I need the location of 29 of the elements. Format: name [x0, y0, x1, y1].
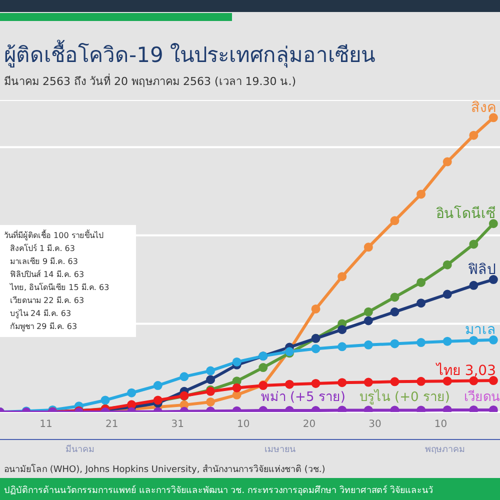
annotation: เวียดน — [464, 390, 500, 405]
annotation: ไทย, อินโดนีเซีย 15 มี.ค. 63 — [10, 283, 110, 292]
text: อนามัยโลก (WHO), Johns Hopkins University, สำนักงานการวิจัยแห่งชาติ (วช.) — [4, 465, 326, 475]
x-tick-label: 10 — [434, 419, 448, 430]
annotation: บรูไน (+0 ราย) — [359, 390, 450, 405]
annotation: เวียดนาม 22 มี.ค. 63 — [10, 296, 84, 305]
annotation: มาเลเซีย 9 มี.ค. 63 — [10, 257, 78, 266]
annotation: กัมพูชา 29 มี.ค. 63 — [10, 322, 78, 331]
annotation: สิงคโปร์ 1 มี.ค. 63 — [10, 244, 75, 253]
text: พฤษภาคม — [425, 445, 465, 455]
x-tick-label: 30 — [368, 419, 382, 430]
text: ปฏิบัติการด้านนวัตกรรมการแพทย์ และการวิจัยและพัฒนา วช. กระทรวงการอุดมศึกษา วิทยาศาสตร์ วิจัยและนวั — [4, 486, 434, 496]
annotation: บรูไน 24 มี.ค. 63 — [10, 309, 72, 318]
annotation: วันที่มีผู้ติดเชื้อ 100 รายขึ้นไป — [4, 231, 104, 240]
series-label: พม่า (+5 ราย) — [260, 390, 346, 405]
x-tick-label: 20 — [302, 419, 316, 430]
series-label: อินโดนีเซี — [436, 206, 496, 222]
series-label: ไทย 3,03 — [436, 362, 496, 378]
series-label: สิงค — [471, 100, 496, 116]
chart-subtitle: มีนาคม 2563 ถึง วันที่ 20 พฤษภาคม 2563 (เวลา 19.30 น.) — [4, 75, 296, 88]
x-tick-label: 21 — [105, 419, 118, 430]
x-tick-label: 11 — [40, 419, 52, 430]
x-tick-label: 10 — [237, 419, 250, 430]
x-tick-label: 31 — [171, 419, 184, 430]
text: เมษายน — [264, 445, 296, 455]
annotation: ฟิลิปปินส์ 14 มี.ค. 63 — [10, 270, 84, 279]
series-label: มาเล — [465, 322, 496, 338]
text: มีนาคม — [66, 445, 94, 455]
series-label: ฟิลิป — [468, 262, 496, 278]
